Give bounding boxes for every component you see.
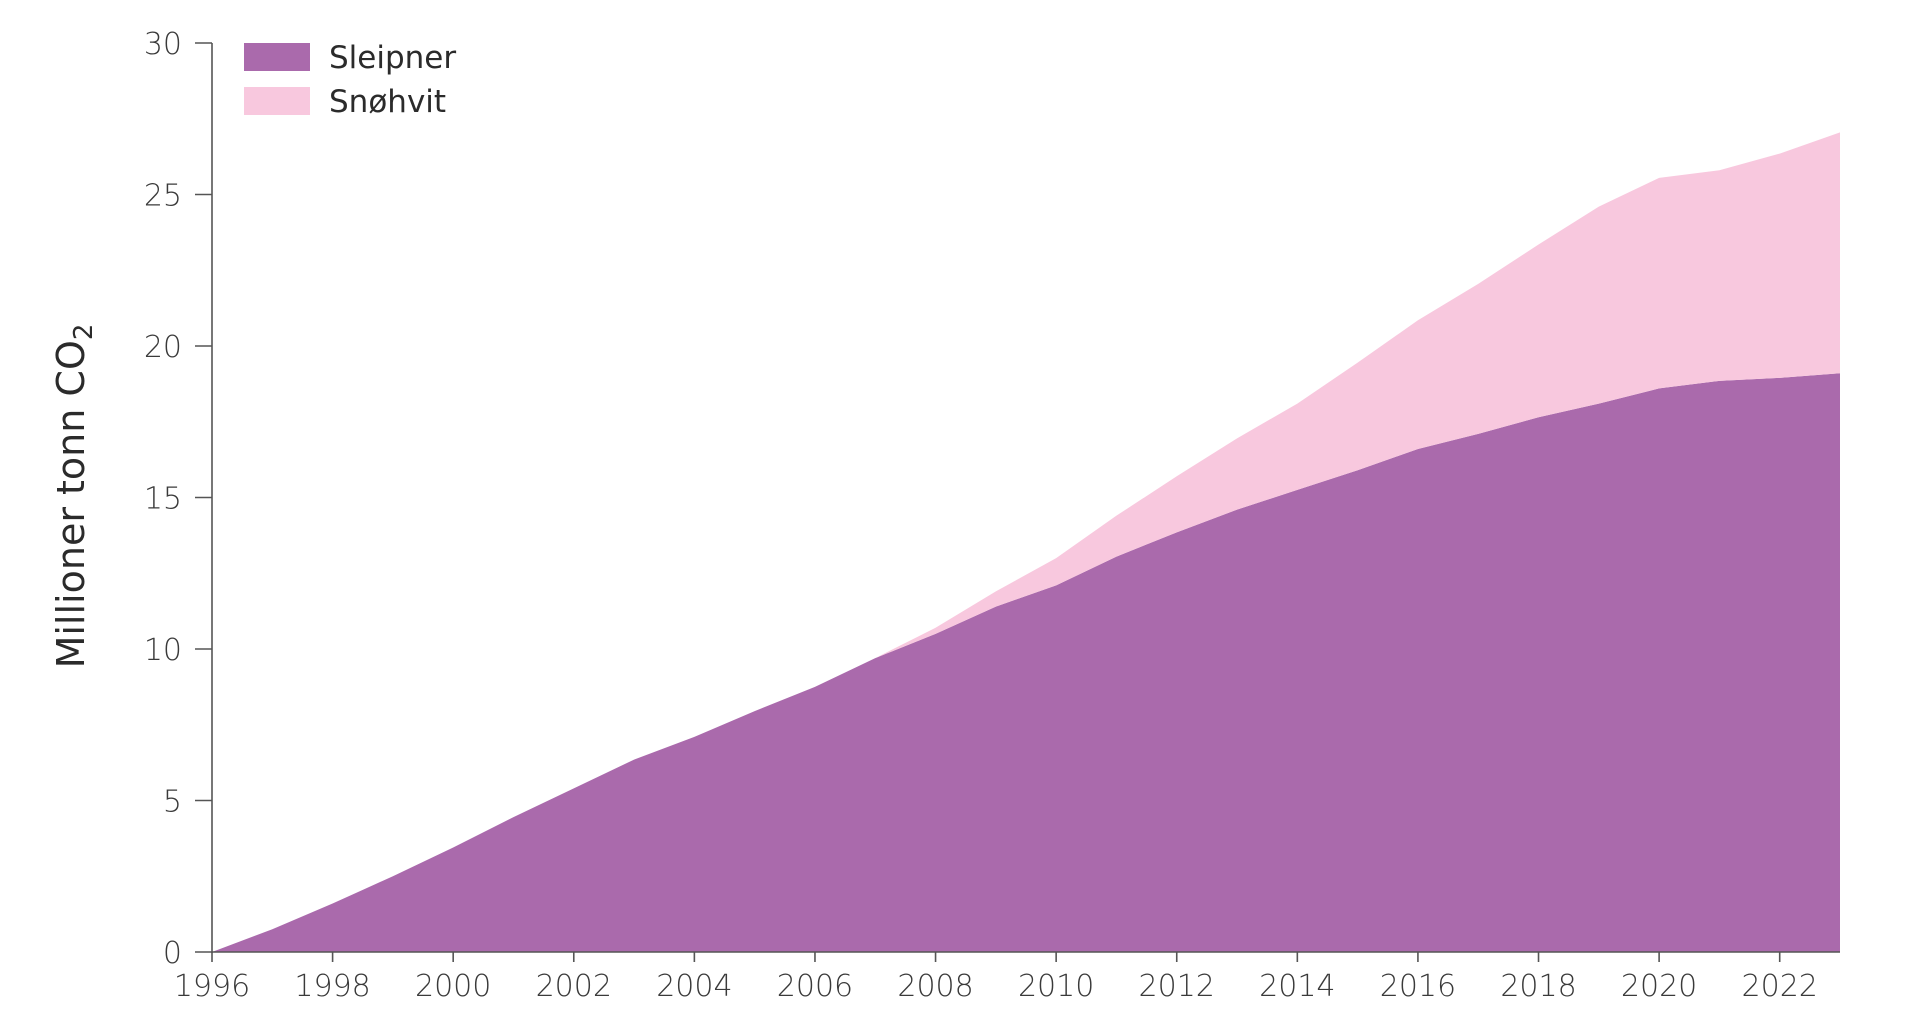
area-sn-hvit bbox=[212, 132, 1840, 952]
x-axis-ticks: 1996 1998 2000 2002 2004 2006 2008 2010 2012 2014… bbox=[174, 952, 1818, 1004]
x-tick-label: 2008 bbox=[897, 969, 973, 1004]
y-tick-label: 15 bbox=[144, 482, 182, 517]
x-tick-label: 2010 bbox=[1018, 969, 1094, 1004]
x-tick-label: 2014 bbox=[1259, 969, 1335, 1004]
y-tick-label: 5 bbox=[163, 785, 182, 820]
x-tick-label: 2020 bbox=[1621, 969, 1697, 1004]
y-axis-title-subscript: 2 bbox=[69, 324, 99, 341]
y-tick-label: 0 bbox=[163, 936, 182, 971]
x-tick-label: 2018 bbox=[1500, 969, 1576, 1004]
area-sleipner bbox=[212, 373, 1840, 952]
y-tick-label: 30 bbox=[144, 27, 182, 62]
legend-swatch bbox=[244, 87, 310, 115]
x-tick-label: 2016 bbox=[1380, 969, 1456, 1004]
chart-areas bbox=[212, 132, 1840, 952]
x-tick-label: 2000 bbox=[415, 969, 491, 1004]
x-tick-label: 2002 bbox=[536, 969, 612, 1004]
legend-label: Sleipner bbox=[329, 40, 456, 76]
legend: Sleipner Snøhvit bbox=[244, 40, 456, 120]
y-axis-title-text: Millioner tonn CO bbox=[49, 340, 93, 668]
y-tick-label: 20 bbox=[144, 330, 182, 365]
y-axis-ticks: 0 5 10 15 20 25 30 bbox=[144, 27, 212, 971]
legend-swatch bbox=[244, 43, 310, 71]
y-tick-label: 25 bbox=[144, 179, 182, 214]
x-tick-label: 2006 bbox=[777, 969, 853, 1004]
x-tick-label: 1998 bbox=[294, 969, 370, 1004]
x-tick-label: 2012 bbox=[1139, 969, 1215, 1004]
x-tick-label: 2004 bbox=[656, 969, 732, 1004]
x-tick-label: 2022 bbox=[1742, 969, 1818, 1004]
x-tick-label: 1996 bbox=[174, 969, 250, 1004]
legend-label: Snøhvit bbox=[329, 84, 446, 120]
y-tick-label: 10 bbox=[144, 633, 182, 668]
y-axis-title: Millioner tonn CO2 bbox=[49, 324, 99, 669]
